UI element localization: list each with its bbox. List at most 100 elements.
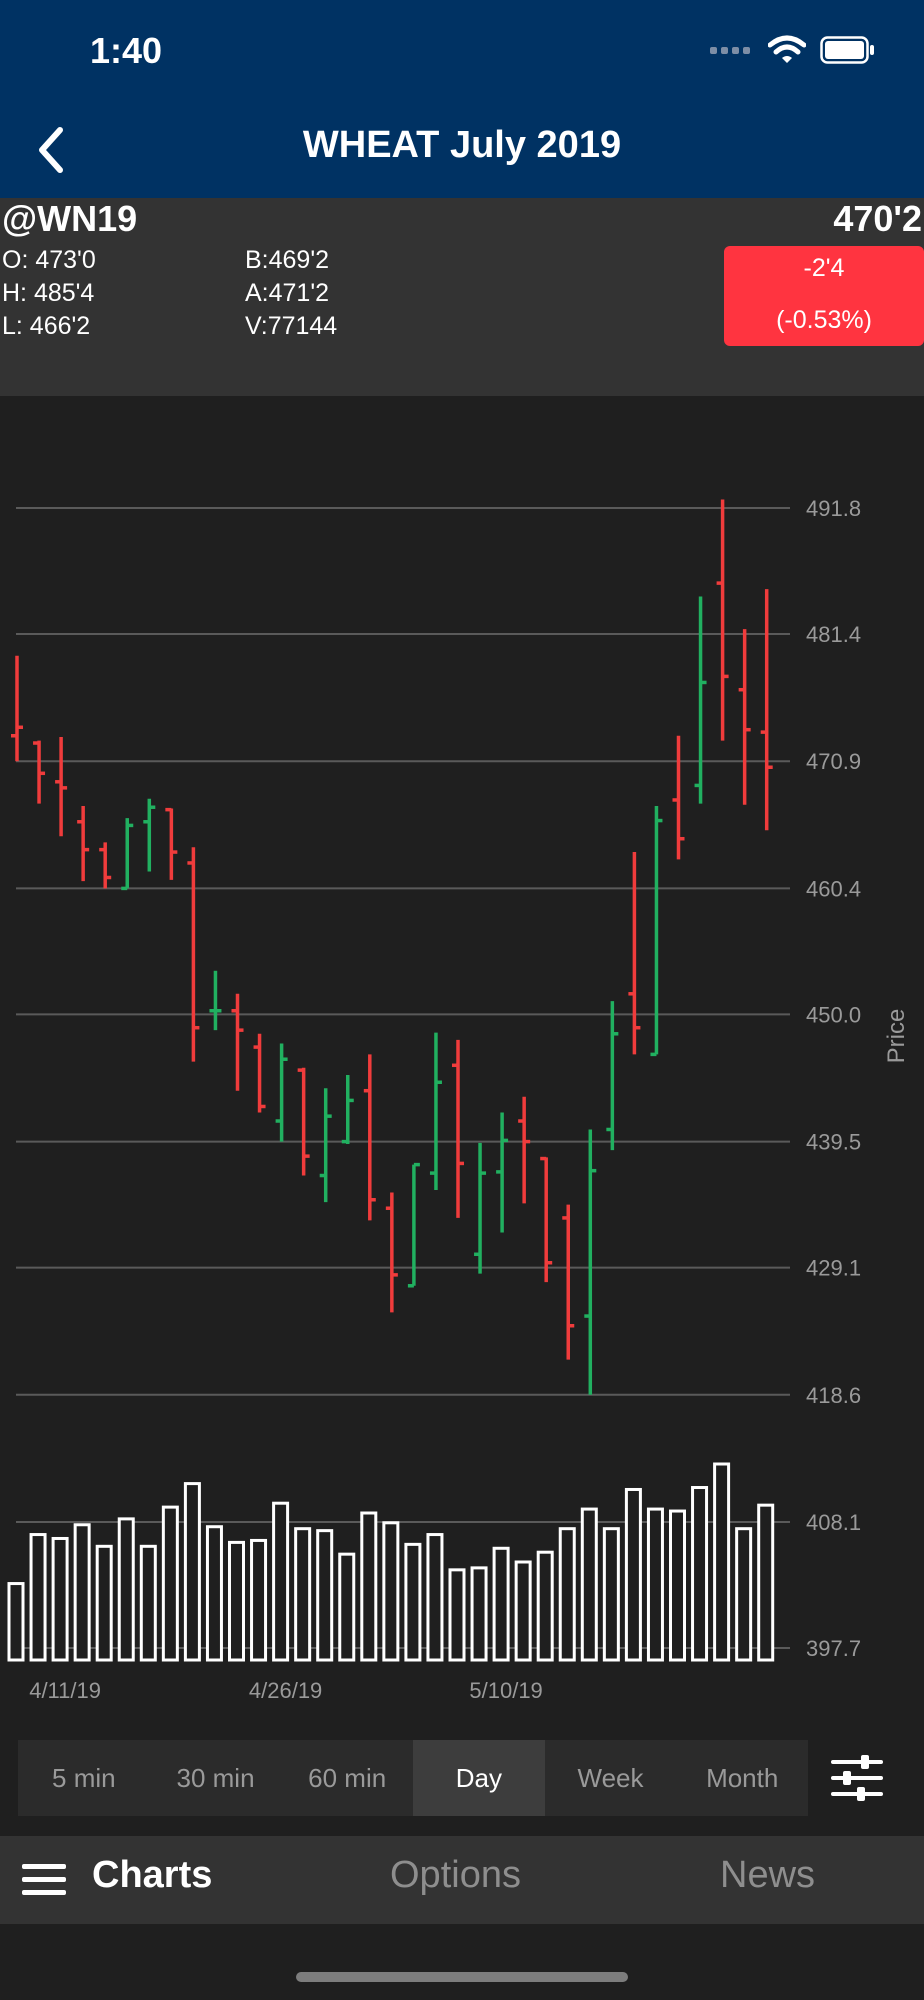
tab-news[interactable]: News <box>720 1854 816 1896</box>
hamburger-menu-icon[interactable] <box>22 1862 66 1898</box>
ohlc-bar <box>275 1043 288 1142</box>
ohlc-bar <box>143 798 156 872</box>
price-chart[interactable]: 491.8 481.4 470.9 460.4 450.0 439.5 429.1 418.6… <box>0 396 924 1740</box>
interval-day[interactable]: Day <box>413 1740 545 1816</box>
interval-30-min[interactable]: 30 min <box>176 1762 255 1793</box>
change-percent: (-0.53%) <box>776 306 872 334</box>
volume-bar <box>205 1525 223 1662</box>
volume-bar <box>757 1503 775 1662</box>
ohlc-bar <box>297 1067 310 1176</box>
interval-week[interactable]: Week <box>577 1762 644 1793</box>
x-tick-label: 5/10/19 <box>469 1678 542 1703</box>
ohlc-bar <box>187 847 200 1062</box>
high-value: H: 485'4 <box>2 279 95 307</box>
volume-bar <box>580 1507 598 1662</box>
y-tick-label: 418.6 <box>806 1383 861 1408</box>
volume-bar <box>624 1487 642 1662</box>
ohlc-bar <box>407 1162 420 1288</box>
ohlc-bar <box>628 852 641 1055</box>
volume-bar <box>536 1550 554 1662</box>
ohlc-bar <box>341 1074 354 1145</box>
y-tick-label: 397.7 <box>806 1636 861 1661</box>
volume-bar <box>669 1509 686 1662</box>
ohlc-bar <box>694 596 707 804</box>
bid-value: B:469'2 <box>245 246 330 274</box>
volume-bar <box>316 1529 334 1662</box>
interval-selector: 5 min 30 min 60 min Day Week Month <box>18 1740 808 1816</box>
interval-5-min[interactable]: 5 min <box>52 1762 116 1793</box>
ohlc-bar <box>253 1033 266 1113</box>
volume-bar <box>470 1566 488 1662</box>
volume-bar <box>735 1527 753 1662</box>
volume-bar <box>29 1533 47 1662</box>
wifi-icon <box>768 35 806 63</box>
ohlc-bar <box>562 1204 575 1360</box>
volume-bar <box>360 1511 378 1662</box>
ohlc-bar <box>33 740 46 804</box>
signal-icon <box>710 47 750 54</box>
ohlc-bar <box>496 1112 509 1233</box>
ohlc-bar <box>429 1032 442 1191</box>
volume-bar <box>95 1544 113 1662</box>
volume-bar <box>139 1544 157 1662</box>
ohlc-bar <box>452 1039 464 1218</box>
ohlc-bar <box>606 1001 619 1151</box>
change-badge: -2'4 (-0.53%) <box>724 246 924 346</box>
y-tick-label: 491.8 <box>806 496 861 521</box>
ohlc-bar <box>77 806 90 882</box>
ohlc-bar <box>121 818 134 891</box>
open-value: O: 473'0 <box>2 246 96 274</box>
chart-settings-button[interactable] <box>820 1742 894 1814</box>
tab-options[interactable]: Options <box>390 1854 521 1896</box>
chevron-left-icon <box>39 127 63 173</box>
y-tick-label: 429.1 <box>806 1256 861 1281</box>
interval-60-min[interactable]: 60 min <box>308 1762 387 1793</box>
symbol: @WN19 <box>2 198 138 239</box>
chart-svg[interactable]: 491.8 481.4 470.9 460.4 450.0 439.5 429.1 418.6… <box>0 396 924 1740</box>
volume-bar <box>73 1523 91 1662</box>
tab-bar: Charts Options News <box>0 1836 924 1924</box>
status-icons <box>710 34 876 66</box>
status-bar: 1:40 <box>0 0 924 100</box>
ohlc-bar <box>55 736 68 837</box>
y-tick-label: 470.9 <box>806 749 861 774</box>
ohlc-bar <box>319 1088 332 1203</box>
y-tick-label: 460.4 <box>806 876 861 901</box>
volume-value: V:77144 <box>245 312 338 340</box>
ohlc-bar <box>650 806 663 1057</box>
tab-charts[interactable]: Charts <box>92 1854 213 1896</box>
page-title: WHEAT July 2019 <box>302 124 622 166</box>
back-button[interactable] <box>20 120 80 180</box>
volume-bar <box>250 1538 268 1662</box>
volume-bar <box>602 1527 620 1662</box>
ohlc-bar <box>584 1129 597 1395</box>
volume-bar <box>713 1462 731 1662</box>
last-price: 470'2 <box>833 198 922 239</box>
change-value: -2'4 <box>803 254 845 282</box>
volume-bar <box>272 1501 290 1662</box>
volume-bar <box>558 1527 576 1662</box>
ohlc-bar <box>231 993 244 1091</box>
volume-bar <box>426 1533 444 1662</box>
volume-bar <box>448 1568 466 1662</box>
ohlc-bar <box>760 589 773 831</box>
ohlc-bar <box>99 842 112 889</box>
ohlc-bar <box>363 1054 376 1221</box>
volume-bar <box>691 1486 709 1662</box>
y-axis-label: Price <box>883 1009 910 1064</box>
y-tick-label: 408.1 <box>806 1510 861 1535</box>
y-tick-label: 439.5 <box>806 1130 861 1155</box>
volume-bar <box>492 1546 510 1662</box>
status-time: 1:40 <box>90 30 163 71</box>
quote-panel: @WN19 470'2 O: 473'0 H: 485'4 L: 466'2 B… <box>0 198 924 396</box>
interval-month[interactable]: Month <box>706 1762 779 1793</box>
volume-bar <box>117 1517 135 1662</box>
ohlc-bar <box>474 1142 487 1274</box>
volume-bar <box>338 1552 356 1662</box>
nav-bar: WHEAT July 2019 <box>0 100 924 198</box>
ask-value: A:471'2 <box>245 279 330 307</box>
volume-bar <box>183 1482 201 1662</box>
volume-bar <box>294 1527 312 1662</box>
ohlc-bar <box>209 970 222 1031</box>
volume-bar <box>646 1507 664 1662</box>
